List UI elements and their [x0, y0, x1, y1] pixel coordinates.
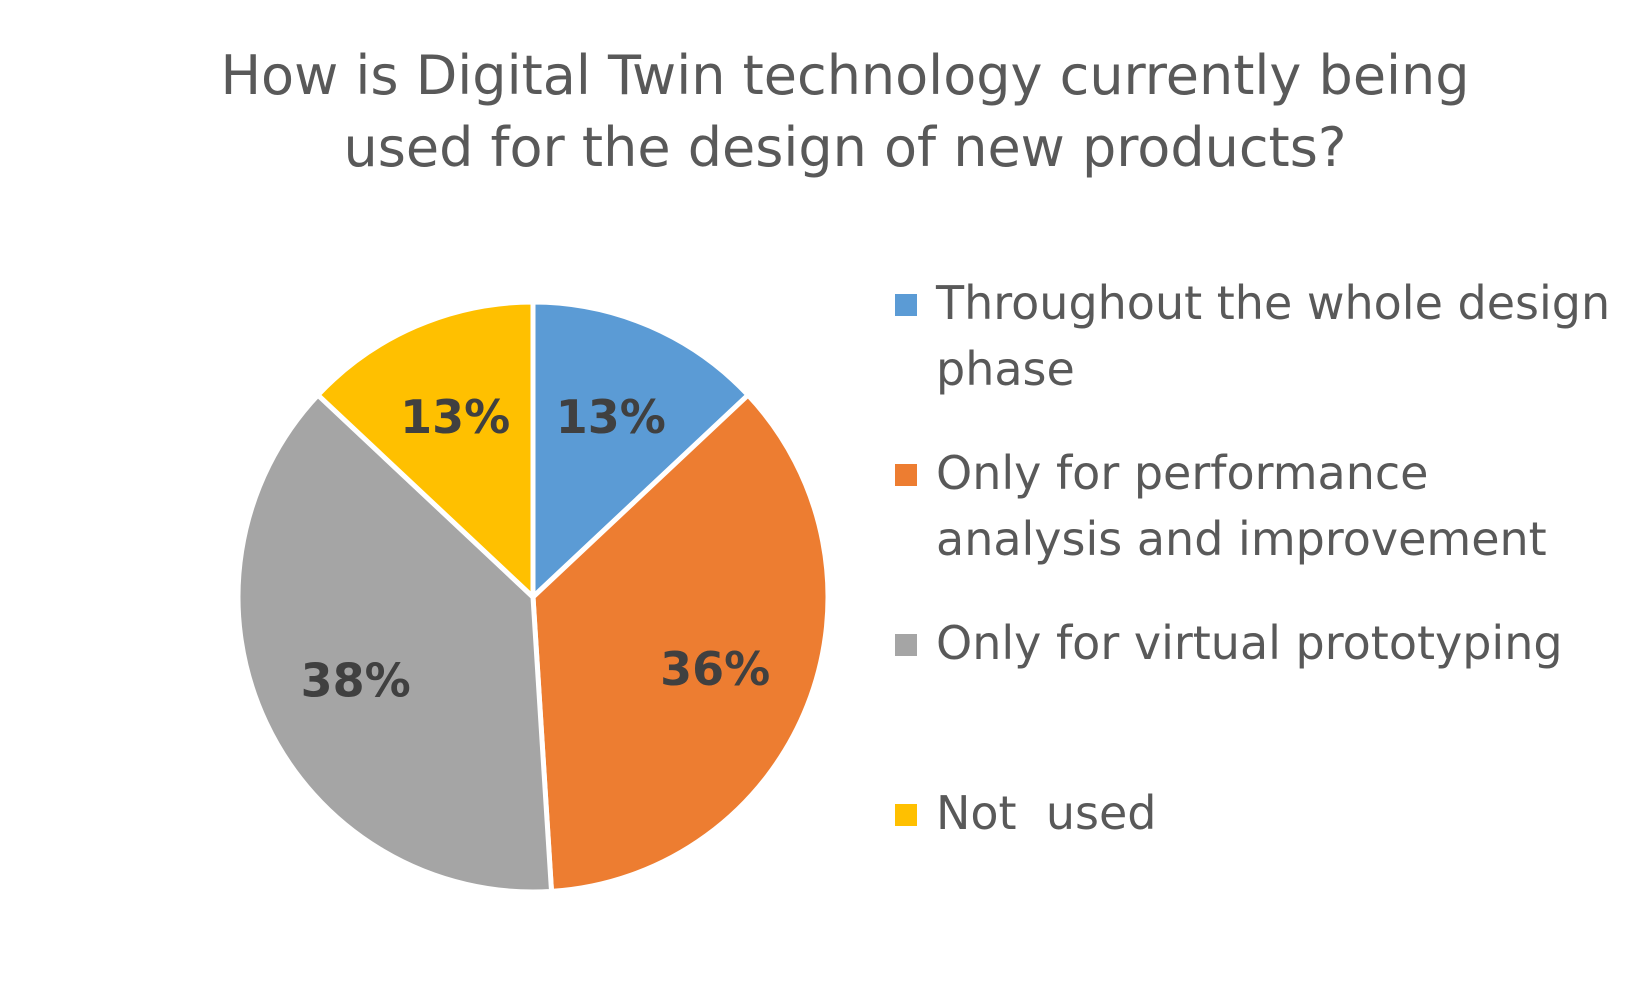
- data-label-throughout-the-whole-design-phase: 13%: [556, 390, 666, 444]
- pie-data-labels: 13% 36% 38% 13%: [301, 390, 771, 707]
- data-label-only-for-performance-analysis-and-improvement: 36%: [660, 642, 770, 696]
- legend-label: Not used: [936, 786, 1157, 840]
- chart-title-line-1: How is Digital Twin technology currently…: [220, 44, 1470, 107]
- data-label-only-for-virtual-prototyping: 38%: [301, 654, 411, 708]
- legend-label: Only for virtual prototyping: [936, 616, 1563, 670]
- pie-slice-only-for-virtual-prototyping: [235, 392, 555, 895]
- legend-label: Only for performance analysis and improv…: [936, 446, 1547, 566]
- legend-label: Throughout the whole design phase: [936, 276, 1625, 396]
- legend-swatch: [895, 464, 917, 486]
- legend-swatch: [895, 804, 917, 826]
- data-label-not-used: 13%: [400, 390, 510, 444]
- pie-slice-only-for-performance-analysis-and-improvement: [530, 392, 831, 894]
- pie-slice-not-used: [315, 299, 536, 600]
- legend-swatch: [895, 634, 917, 656]
- pie-slices: [235, 299, 831, 895]
- chart-title-line-2: used for the design of new products?: [343, 116, 1347, 179]
- chart-title: How is Digital Twin technology currently…: [125, 40, 1565, 184]
- legend-swatch: [895, 294, 917, 316]
- pie-slice-throughout-the-whole-design-phase: [530, 299, 751, 600]
